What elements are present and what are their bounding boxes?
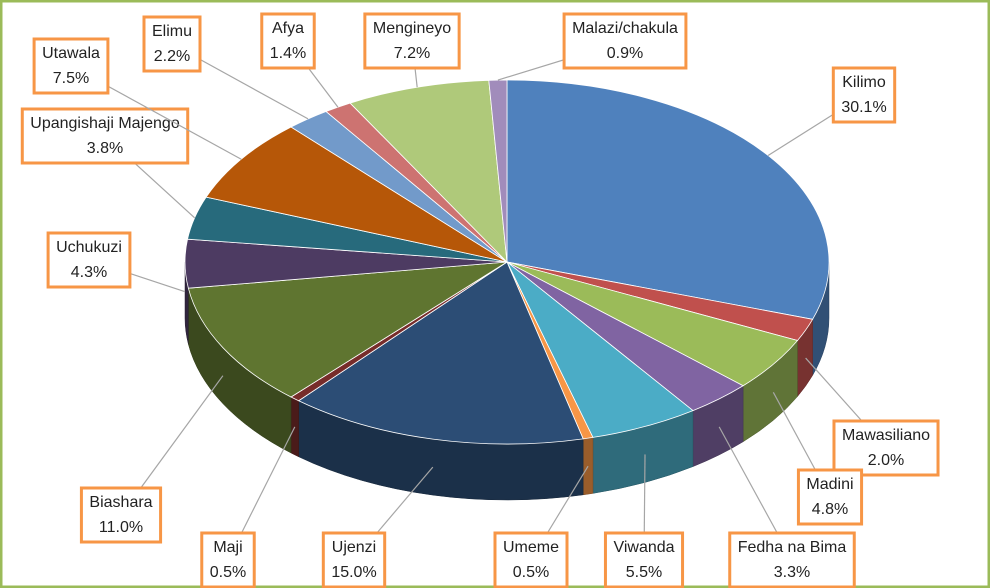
value-label: 0.5% [210, 564, 246, 581]
data-label: Umeme 0.5% [493, 531, 569, 588]
slice [205, 126, 508, 263]
category-label: Utawala [42, 45, 100, 62]
label-box [562, 12, 688, 70]
value-label: 4.3% [71, 264, 107, 281]
category-label: Elimu [152, 23, 192, 40]
data-label: Malazi/chakula 0.9% [562, 12, 688, 70]
data-label: Viwanda 5.5% [603, 531, 685, 588]
data-label: Afya 1.4% [260, 12, 316, 70]
slice [506, 79, 830, 320]
value-label: 11.0% [99, 519, 143, 536]
label-box [46, 231, 132, 289]
value-label: 7.5% [53, 70, 89, 87]
category-label: Madini [806, 476, 853, 493]
value-label: 2.0% [868, 452, 904, 469]
category-label: Kilimo [842, 74, 886, 91]
category-label: Mengineyo [373, 20, 451, 37]
value-label: 1.4% [270, 45, 306, 62]
label-box [20, 107, 190, 165]
value-label: 0.9% [607, 45, 643, 62]
labels: Kilimo 30.1% Mawasiliano 2.0% Madini 4.8% Fedh… [20, 12, 940, 588]
label-box [831, 66, 897, 124]
data-label: Elimu 2.2% [142, 15, 202, 73]
data-label: Mengineyo 7.2% [363, 12, 461, 70]
label-box [493, 531, 569, 588]
label-box [142, 15, 202, 73]
data-label: Upangishaji Majengo 3.8% [20, 107, 190, 165]
category-label: Umeme [503, 539, 559, 556]
slice [488, 79, 508, 263]
value-label: 15.0% [331, 564, 376, 581]
category-label: Biashara [89, 494, 152, 511]
category-label: Ujenzi [332, 539, 376, 556]
label-box [796, 468, 864, 526]
value-label: 3.3% [774, 564, 810, 581]
category-label: Mawasiliano [842, 427, 930, 444]
label-box [363, 12, 461, 70]
slice [297, 261, 584, 445]
value-label: 0.5% [513, 564, 549, 581]
value-label: 7.2% [394, 45, 430, 62]
category-label: Afya [272, 20, 304, 37]
value-label: 5.5% [626, 564, 662, 581]
data-label: Maji 0.5% [200, 531, 256, 588]
data-label: Biashara 11.0% [79, 486, 163, 544]
slice [187, 261, 508, 398]
label-box [603, 531, 685, 588]
value-label: 2.2% [154, 48, 190, 65]
label-box [321, 531, 387, 588]
data-label: Uchukuzi 4.3% [46, 231, 132, 289]
pie-tops [184, 79, 830, 445]
label-box [32, 37, 110, 95]
label-box [200, 531, 256, 588]
data-label: Utawala 7.5% [32, 37, 110, 95]
value-label: 3.8% [87, 140, 123, 157]
slice-side [290, 396, 299, 458]
data-label: Fedha na Bima 3.3% [728, 531, 856, 588]
value-label: 30.1% [841, 99, 886, 116]
slice-side [582, 437, 594, 496]
category-label: Maji [213, 539, 242, 556]
data-label: Ujenzi 15.0% [321, 531, 387, 588]
label-box [728, 531, 856, 588]
label-box [832, 419, 940, 477]
label-box [260, 12, 316, 70]
label-box [79, 486, 163, 544]
category-label: Fedha na Bima [738, 539, 847, 556]
category-label: Malazi/chakula [572, 20, 678, 37]
category-label: Viwanda [613, 539, 674, 556]
data-label: Madini 4.8% [796, 468, 864, 526]
data-label: Kilimo 30.1% [831, 66, 897, 124]
category-label: Uchukuzi [56, 239, 122, 256]
data-label: Mawasiliano 2.0% [832, 419, 940, 477]
category-label: Upangishaji Majengo [30, 115, 180, 132]
value-label: 4.8% [812, 501, 848, 518]
